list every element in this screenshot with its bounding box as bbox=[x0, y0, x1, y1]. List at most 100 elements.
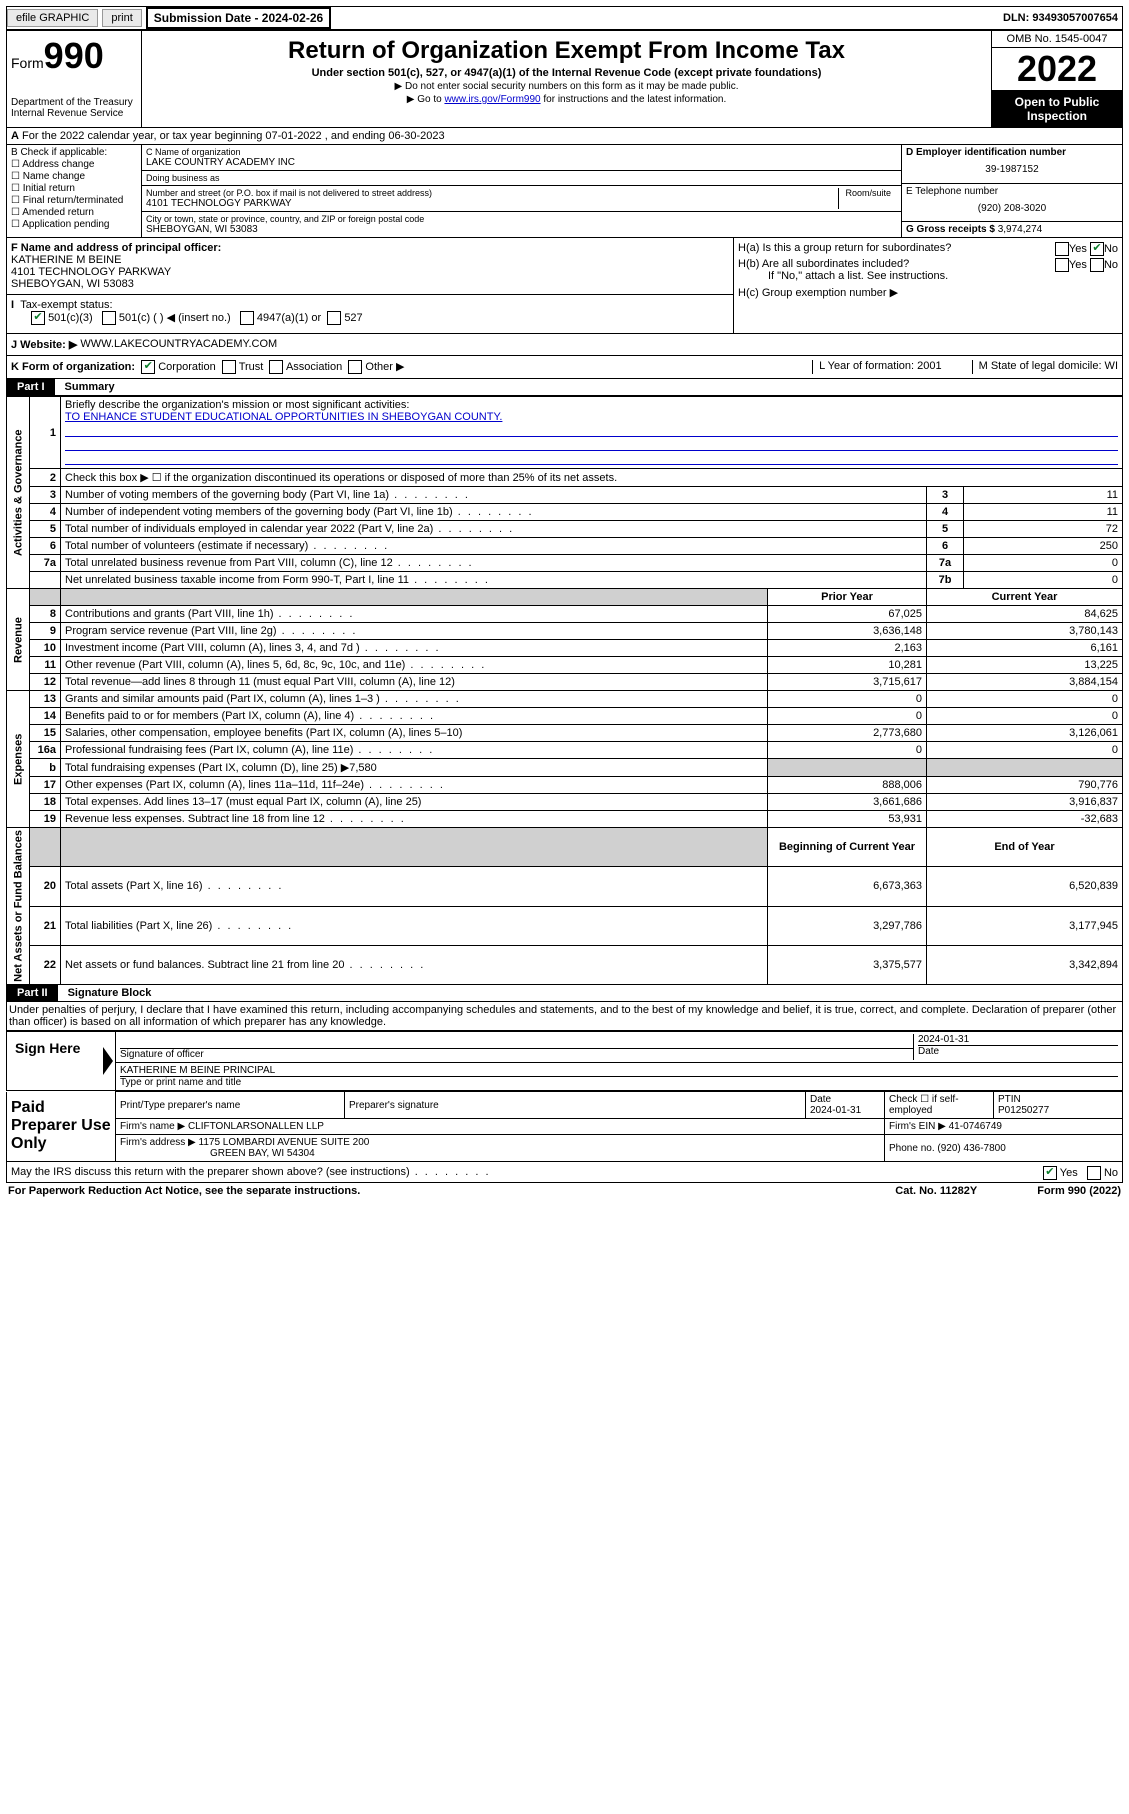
chk-name[interactable]: ☐ Name change bbox=[11, 171, 137, 182]
org-name-label: C Name of organization bbox=[146, 147, 897, 157]
vert-net: Net Assets or Fund Balances bbox=[7, 828, 30, 985]
print-button[interactable]: print bbox=[102, 9, 141, 27]
tax-exempt-label: Tax-exempt status: bbox=[20, 299, 112, 311]
irs-link[interactable]: www.irs.gov/Form990 bbox=[444, 94, 540, 105]
form-subtitle: Under section 501(c), 527, or 4947(a)(1)… bbox=[146, 67, 987, 79]
org-name: LAKE COUNTRY ACADEMY INC bbox=[146, 157, 897, 168]
part1-title: Summary bbox=[55, 379, 125, 395]
ha-no[interactable]: ✔ bbox=[1090, 242, 1104, 256]
summary-table: Activities & Governance 1 Briefly descri… bbox=[6, 396, 1123, 985]
perjury: Under penalties of perjury, I declare th… bbox=[6, 1002, 1123, 1031]
form-header: Form990 Department of the Treasury Inter… bbox=[6, 30, 1123, 128]
block-fij: F Name and address of principal officer:… bbox=[6, 238, 1123, 334]
tel: (920) 208-3020 bbox=[906, 203, 1118, 214]
preparer-table: Paid Preparer Use Only Print/Type prepar… bbox=[6, 1091, 1123, 1162]
vert-activities: Activities & Governance bbox=[7, 397, 30, 589]
chk-501c[interactable] bbox=[102, 311, 116, 325]
part2-title: Signature Block bbox=[58, 985, 162, 1001]
date-label: Date bbox=[918, 1046, 939, 1057]
irs-no[interactable] bbox=[1087, 1166, 1101, 1180]
tel-label: E Telephone number bbox=[906, 186, 1118, 197]
row-a: A For the 2022 calendar year, or tax yea… bbox=[6, 128, 1123, 145]
part1-header: Part I bbox=[7, 379, 55, 395]
ha-yes[interactable] bbox=[1055, 242, 1069, 256]
vert-revenue: Revenue bbox=[7, 589, 30, 691]
omb-number: OMB No. 1545-0047 bbox=[992, 31, 1122, 48]
submission-date: Submission Date - 2024-02-26 bbox=[146, 7, 331, 29]
chk-initial[interactable]: ☐ Initial return bbox=[11, 183, 137, 194]
chk-assoc[interactable] bbox=[269, 360, 283, 374]
paid-prep-label: Paid Preparer Use Only bbox=[7, 1092, 116, 1162]
col-b: B Check if applicable: ☐ Address change … bbox=[7, 145, 142, 237]
sign-here: Sign Here bbox=[7, 1032, 103, 1090]
footer-mid: Cat. No. 11282Y bbox=[895, 1185, 977, 1197]
chk-amended[interactable]: ☐ Amended return bbox=[11, 207, 137, 218]
officer-addr2: SHEBOYGAN, WI 53083 bbox=[11, 278, 729, 290]
chk-address[interactable]: ☐ Address change bbox=[11, 159, 137, 170]
hb-yes[interactable] bbox=[1055, 258, 1069, 272]
officer-addr1: 4101 TECHNOLOGY PARKWAY bbox=[11, 266, 729, 278]
website-row: J Website: ▶ WWW.LAKECOUNTRYACADEMY.COM bbox=[6, 334, 1123, 356]
sign-block: Sign Here Signature of officer 2024-01-3… bbox=[6, 1031, 1123, 1091]
may-irs-row: May the IRS discuss this return with the… bbox=[6, 1162, 1123, 1183]
hb-no[interactable] bbox=[1090, 258, 1104, 272]
officer-name: KATHERINE M BEINE bbox=[11, 254, 729, 266]
website-label: J Website: ▶ bbox=[11, 338, 77, 351]
open-public: Open to Public Inspection bbox=[992, 91, 1122, 127]
arrow-icon bbox=[103, 1047, 113, 1075]
officer-label: F Name and address of principal officer: bbox=[11, 242, 221, 254]
irs-label: Internal Revenue Service bbox=[11, 108, 137, 119]
sig-name: KATHERINE M BEINE PRINCIPAL bbox=[120, 1065, 1118, 1077]
footer-right: Form 990 (2022) bbox=[1037, 1185, 1121, 1197]
hb-row: H(b) Are all subordinates included? Yes … bbox=[738, 258, 1118, 270]
footer-left: For Paperwork Reduction Act Notice, see … bbox=[8, 1185, 360, 1197]
chk-pending[interactable]: ☐ Application pending bbox=[11, 219, 137, 230]
check-if-label: B Check if applicable: bbox=[11, 147, 137, 158]
irs-yes[interactable]: ✔ bbox=[1043, 1166, 1057, 1180]
dba-label: Doing business as bbox=[146, 173, 897, 183]
street: 4101 TECHNOLOGY PARKWAY bbox=[146, 198, 838, 209]
sig-date: 2024-01-31 bbox=[918, 1034, 1118, 1046]
street-label: Number and street (or P.O. box if mail i… bbox=[146, 188, 838, 198]
ha-row: H(a) Is this a group return for subordin… bbox=[738, 242, 1118, 254]
part2-header: Part II bbox=[7, 985, 58, 1001]
ein: 39-1987152 bbox=[906, 164, 1118, 175]
col-d: D Employer identification number 39-1987… bbox=[901, 145, 1122, 237]
type-name-label: Type or print name and title bbox=[120, 1077, 241, 1088]
state-domicile: M State of legal domicile: WI bbox=[972, 360, 1118, 374]
form-number: Form990 bbox=[11, 35, 137, 77]
chk-other[interactable] bbox=[348, 360, 362, 374]
chk-501c3[interactable]: ✔ bbox=[31, 311, 45, 325]
k-row: K Form of organization: ✔ Corporation Tr… bbox=[6, 356, 1123, 379]
ssn-note: ▶ Do not enter social security numbers o… bbox=[146, 81, 987, 92]
ein-label: D Employer identification number bbox=[906, 147, 1066, 158]
tax-year: 2022 bbox=[992, 48, 1122, 91]
form-title: Return of Organization Exempt From Incom… bbox=[146, 37, 987, 65]
website-value: WWW.LAKECOUNTRYACADEMY.COM bbox=[80, 338, 277, 351]
footer: For Paperwork Reduction Act Notice, see … bbox=[6, 1183, 1123, 1199]
sig-officer-label: Signature of officer bbox=[120, 1049, 204, 1060]
room-label: Room/suite bbox=[838, 188, 897, 209]
line1-label: Briefly describe the organization's miss… bbox=[65, 399, 409, 411]
chk-corp[interactable]: ✔ bbox=[141, 360, 155, 374]
chk-final[interactable]: ☐ Final return/terminated bbox=[11, 195, 137, 206]
chk-trust[interactable] bbox=[222, 360, 236, 374]
col-c: C Name of organization LAKE COUNTRY ACAD… bbox=[142, 145, 901, 237]
vert-expenses: Expenses bbox=[7, 691, 30, 828]
gross-label: G Gross receipts $ bbox=[906, 224, 995, 235]
chk-527[interactable] bbox=[327, 311, 341, 325]
city: SHEBOYGAN, WI 53083 bbox=[146, 224, 897, 235]
chk-4947[interactable] bbox=[240, 311, 254, 325]
dln: DLN: 93493057007654 bbox=[1003, 12, 1122, 24]
goto-note: ▶ Go to www.irs.gov/Form990 for instruct… bbox=[146, 94, 987, 105]
efile-button[interactable]: efile GRAPHIC bbox=[7, 9, 98, 27]
line2-text: Check this box ▶ ☐ if the organization d… bbox=[61, 469, 1123, 487]
year-formation: L Year of formation: 2001 bbox=[812, 360, 942, 374]
top-bar: efile GRAPHIC print Submission Date - 20… bbox=[6, 6, 1123, 30]
block-bcd: B Check if applicable: ☐ Address change … bbox=[6, 145, 1123, 238]
dept-treasury: Department of the Treasury bbox=[11, 97, 137, 108]
gross: 3,974,274 bbox=[998, 224, 1043, 235]
city-label: City or town, state or province, country… bbox=[146, 214, 897, 224]
hc-row: H(c) Group exemption number ▶ bbox=[738, 286, 1118, 299]
mission-text: TO ENHANCE STUDENT EDUCATIONAL OPPORTUNI… bbox=[65, 411, 502, 423]
